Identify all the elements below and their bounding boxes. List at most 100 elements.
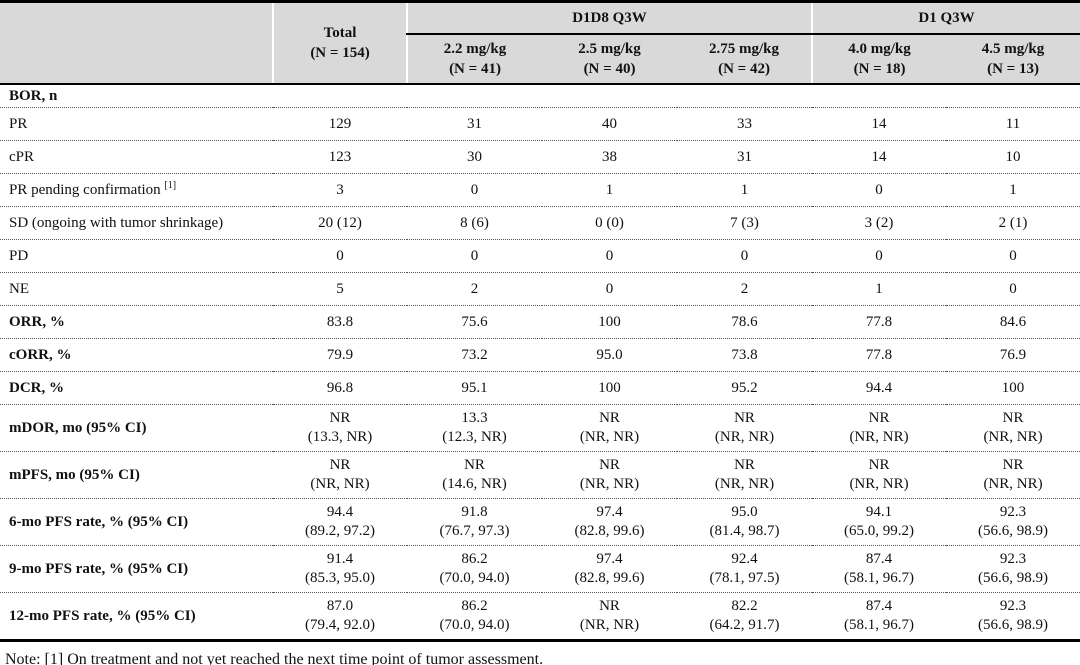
column-header-2-2mgkg: 2.2 mg/kg (N = 41) (406, 34, 542, 85)
cell-value: 73.2 (407, 338, 542, 372)
cell-value: NR (NR, NR) (812, 451, 947, 499)
header-group-row: Total (N = 154) D1D8 Q3W D1 Q3W (0, 1, 1080, 85)
cell-value: NR (14.6, NR) (407, 451, 542, 499)
cell-value: 92.3 (56.6, 98.9) (946, 498, 1080, 546)
dose-label: 2.2 mg/kg (443, 41, 507, 57)
cell-value: 100 (542, 305, 677, 339)
cell-value: 123 (273, 140, 407, 174)
cell-value-line: (NR, NR) (714, 476, 775, 492)
cell-value-line: 92.4 (731, 551, 758, 567)
cell-value-line: 13.3 (461, 410, 488, 426)
cell-value-line: 87.4 (865, 598, 893, 614)
cell-value: 1 (542, 173, 677, 207)
cell-value: 78.6 (677, 305, 813, 339)
cell-value: 2 (1) (946, 206, 1080, 240)
column-header-total: Total (N = 154) (272, 1, 407, 85)
cell-value: 95.0 (81.4, 98.7) (677, 498, 813, 546)
cell-value-line: NR (1002, 457, 1024, 473)
cell-value: 73.8 (677, 338, 813, 372)
cell-value: 1 (946, 173, 1080, 207)
column-header-4-0mgkg: 4.0 mg/kg (N = 18) (811, 34, 947, 85)
cell-value-line: (NR, NR) (579, 617, 640, 633)
cell-value-line: (NR, NR) (310, 476, 370, 492)
cell-value (542, 84, 677, 108)
dose-n: (N = 41) (449, 61, 501, 77)
table-row: SD (ongoing with tumor shrinkage) 20 (12)… (0, 206, 1080, 240)
cell-value: 92.3 (56.6, 98.9) (946, 593, 1080, 641)
cell-value-line: (65.0, 99.2) (844, 523, 915, 539)
cell-value: 129 (273, 107, 407, 141)
table-row: BOR, n (0, 84, 1080, 108)
cell-value: 100 (542, 371, 677, 405)
results-table: Total (N = 154) D1D8 Q3W D1 Q3W 2.2 mg/k… (0, 0, 1080, 642)
cell-value-line: 94.4 (326, 504, 354, 520)
cell-value: NR (NR, NR) (542, 451, 677, 499)
column-group-d1-q3w: D1 Q3W (811, 1, 1080, 35)
table-row: 9-mo PFS rate, % (95% CI) 91.4 (85.3, 95.0… (0, 545, 1080, 593)
cell-value-line: 94.1 (865, 504, 893, 520)
cell-value-line: 86.2 (461, 551, 488, 567)
cell-value: 95.0 (542, 338, 677, 372)
cell-value-line: NR (329, 457, 351, 473)
cell-value: 100 (946, 371, 1080, 405)
cell-value: NR (NR, NR) (677, 404, 813, 452)
cell-value-line: 86.2 (461, 598, 488, 614)
table-row: cPR 123 30 38 31 14 10 (0, 140, 1080, 174)
cell-value: 38 (542, 140, 677, 174)
cell-value-line: (58.1, 96.7) (844, 570, 915, 586)
cell-value: 5 (273, 272, 407, 306)
total-n: (N = 154) (310, 45, 370, 61)
cell-value-line: 92.3 (999, 551, 1027, 567)
cell-value (407, 84, 542, 108)
row-label: cPR (0, 140, 273, 174)
cell-value: 20 (12) (273, 206, 407, 240)
cell-value-line: (NR, NR) (849, 429, 909, 445)
table-row: PR 129 31 40 33 14 11 (0, 107, 1080, 141)
table-row: DCR, % 96.8 95.1 100 95.2 94.4 100 (0, 371, 1080, 405)
row-label: 9-mo PFS rate, % (95% CI) (0, 545, 273, 593)
cell-value-line: 97.4 (596, 504, 623, 520)
row-label: mDOR, mo (95% CI) (0, 404, 273, 452)
cell-value: 40 (542, 107, 677, 141)
table-row: NE 5 2 0 2 1 0 (0, 272, 1080, 306)
cell-value: NR (NR, NR) (677, 451, 813, 499)
row-label: BOR, n (0, 84, 273, 108)
cell-value-line: 97.4 (596, 551, 623, 567)
dose-label: 2.5 mg/kg (578, 41, 641, 57)
cell-value: 91.8 (76.7, 97.3) (407, 498, 542, 546)
dose-label: 4.0 mg/kg (848, 41, 911, 57)
table-row: mPFS, mo (95% CI) NR (NR, NR) NR (14.6, NR) N… (0, 451, 1080, 499)
cell-value: 0 (0) (542, 206, 677, 240)
cell-value: 87.4 (58.1, 96.7) (812, 545, 947, 593)
dose-n: (N = 18) (853, 61, 906, 77)
cell-value: NR (NR, NR) (542, 593, 677, 641)
cell-value: 96.8 (273, 371, 407, 405)
cell-value: 95.1 (407, 371, 542, 405)
cell-value-line: (56.6, 98.9) (978, 570, 1049, 586)
cell-value: 0 (946, 239, 1080, 273)
cell-value-line: (64.2, 91.7) (709, 617, 780, 633)
cell-value-line: NR (868, 457, 890, 473)
cell-value-line: (58.1, 96.7) (844, 617, 915, 633)
row-label: PR (0, 107, 273, 141)
cell-value-line: NR (329, 410, 351, 426)
cell-value: 10 (946, 140, 1080, 174)
footnote-marker: [1] (164, 180, 177, 191)
footnote: Note: [1] On treatment and not yet reach… (5, 651, 544, 665)
cell-value-line: (76.7, 97.3) (439, 523, 510, 539)
cell-value: 97.4 (82.8, 99.6) (542, 498, 677, 546)
cell-value: 7 (3) (677, 206, 813, 240)
cell-value-line: (78.1, 97.5) (709, 570, 780, 586)
cell-value-line: NR (464, 457, 485, 473)
cell-value: 14 (812, 107, 947, 141)
cell-value: 1 (812, 272, 947, 306)
table-row: 12-mo PFS rate, % (95% CI) 87.0 (79.4, 92.… (0, 593, 1080, 641)
table-row: PR pending confirmation [1] 3 0 1 1 0 1 (0, 173, 1080, 207)
cell-value-line: (82.8, 99.6) (574, 523, 645, 539)
cell-value-line: 92.3 (999, 598, 1027, 614)
cell-value: NR (NR, NR) (273, 451, 407, 499)
cell-value-line: (56.6, 98.9) (978, 523, 1049, 539)
cell-value: 92.4 (78.1, 97.5) (677, 545, 813, 593)
cell-value (273, 84, 407, 108)
cell-value-line: 87.4 (865, 551, 893, 567)
